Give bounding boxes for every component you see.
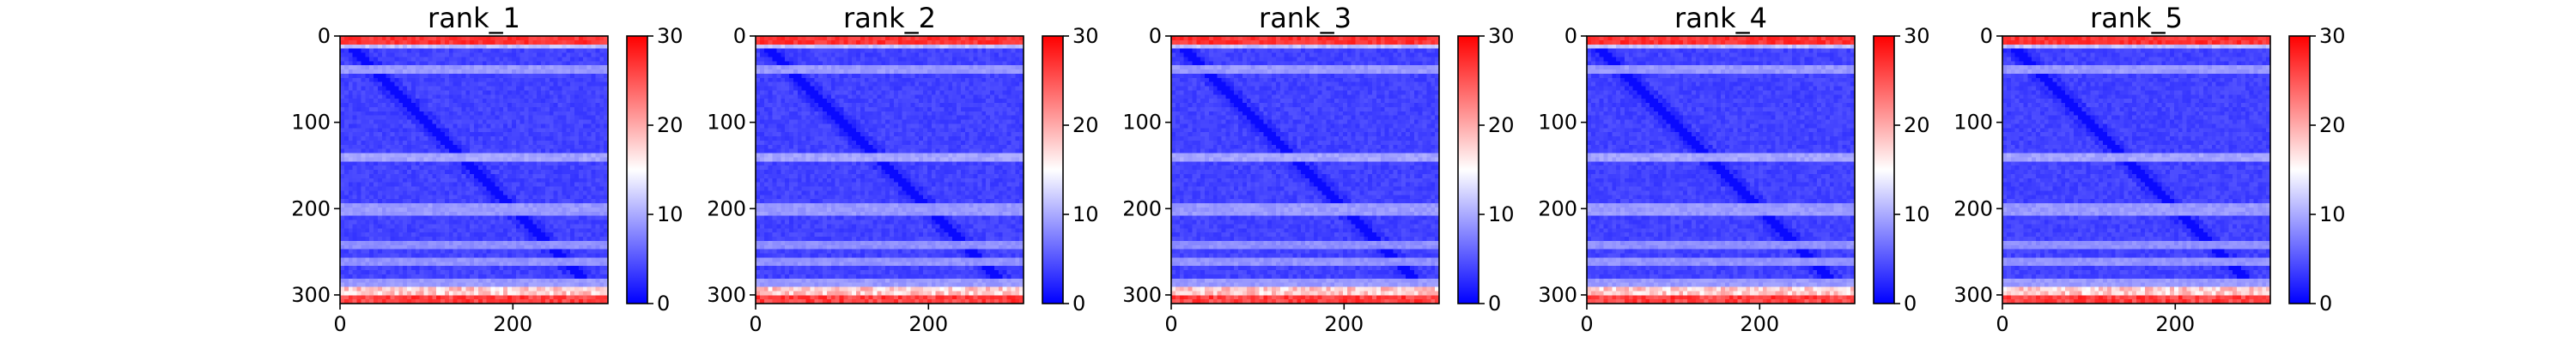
x-tick-label: 0 bbox=[1164, 312, 1177, 336]
y-tick-label: 0 bbox=[733, 24, 746, 48]
colorbar-tick-label: 0 bbox=[1488, 292, 1501, 316]
x-tick-label: 0 bbox=[749, 312, 762, 336]
x-tick-label: 0 bbox=[333, 312, 346, 336]
colorbar-tick-label: 30 bbox=[1488, 24, 1515, 48]
colorbar-tick-label: 10 bbox=[1488, 202, 1515, 226]
colorbar bbox=[1042, 36, 1063, 304]
y-tick-label: 200 bbox=[1953, 196, 1993, 220]
colorbar-tick-label: 20 bbox=[1488, 113, 1515, 137]
heatmap-image bbox=[340, 36, 608, 304]
colorbar-tick-label: 10 bbox=[2319, 202, 2346, 226]
y-tick-label: 300 bbox=[707, 283, 746, 307]
colorbar-tick-label: 10 bbox=[1072, 202, 1099, 226]
colorbar-tick-label: 30 bbox=[1072, 24, 1099, 48]
colorbar-tick-label: 20 bbox=[1904, 113, 1930, 137]
colorbar-tick-label: 10 bbox=[1904, 202, 1930, 226]
panel-title: rank_1 bbox=[428, 2, 520, 34]
panel-title: rank_5 bbox=[2090, 2, 2183, 34]
colorbar bbox=[627, 36, 647, 304]
x-tick-label: 200 bbox=[1740, 312, 1779, 336]
colorbar-tick-label: 20 bbox=[657, 113, 683, 137]
colorbar-tick-label: 30 bbox=[1904, 24, 1930, 48]
y-tick-label: 0 bbox=[1564, 24, 1577, 48]
x-tick-label: 200 bbox=[908, 312, 948, 336]
plot-frame bbox=[2002, 35, 2271, 304]
plot-frame bbox=[755, 35, 1024, 304]
panel-title: rank_3 bbox=[1259, 2, 1352, 34]
y-tick-label: 100 bbox=[1538, 111, 1577, 135]
plot-frame bbox=[339, 35, 609, 304]
heatmap-image bbox=[1171, 36, 1439, 304]
colorbar-tick-label: 0 bbox=[1904, 292, 1917, 316]
plot-frame bbox=[1170, 35, 1440, 304]
colorbar-frame bbox=[1873, 35, 1895, 304]
colorbar-tick-label: 20 bbox=[1072, 113, 1099, 137]
y-tick-label: 300 bbox=[1953, 283, 1993, 307]
x-tick-label: 200 bbox=[493, 312, 532, 336]
colorbar-frame bbox=[2288, 35, 2311, 304]
panel-title: rank_2 bbox=[843, 2, 936, 34]
colorbar-tick-label: 10 bbox=[657, 202, 683, 226]
x-tick-label: 200 bbox=[2155, 312, 2195, 336]
y-tick-label: 0 bbox=[1980, 24, 1993, 48]
x-tick-label: 200 bbox=[1324, 312, 1364, 336]
y-tick-label: 100 bbox=[1953, 111, 1993, 135]
y-tick-label: 200 bbox=[707, 196, 746, 220]
y-tick-label: 200 bbox=[1538, 196, 1577, 220]
colorbar-frame bbox=[1457, 35, 1479, 304]
y-tick-label: 0 bbox=[1149, 24, 1162, 48]
colorbar-tick-label: 30 bbox=[2319, 24, 2346, 48]
y-tick-label: 200 bbox=[291, 196, 331, 220]
y-tick-label: 300 bbox=[1122, 283, 1162, 307]
y-tick-label: 0 bbox=[318, 24, 331, 48]
panel-title: rank_4 bbox=[1674, 2, 1767, 34]
colorbar-frame bbox=[626, 35, 648, 304]
colorbar bbox=[2289, 36, 2310, 304]
heatmap-image bbox=[1587, 36, 1855, 304]
y-tick-label: 200 bbox=[1122, 196, 1162, 220]
colorbar-tick-label: 0 bbox=[1072, 292, 1085, 316]
colorbar bbox=[1458, 36, 1479, 304]
heatmap-image bbox=[2002, 36, 2270, 304]
plot-frame bbox=[1586, 35, 1856, 304]
colorbar-tick-label: 20 bbox=[2319, 113, 2346, 137]
y-tick-label: 100 bbox=[707, 111, 746, 135]
y-tick-label: 100 bbox=[291, 111, 331, 135]
y-tick-label: 300 bbox=[291, 283, 331, 307]
colorbar-tick-label: 0 bbox=[2319, 292, 2332, 316]
colorbar bbox=[1874, 36, 1894, 304]
colorbar-frame bbox=[1042, 35, 1064, 304]
colorbar-tick-label: 30 bbox=[657, 24, 683, 48]
y-tick-label: 100 bbox=[1122, 111, 1162, 135]
x-tick-label: 0 bbox=[1996, 312, 2008, 336]
colorbar-tick-label: 0 bbox=[657, 292, 670, 316]
x-tick-label: 0 bbox=[1580, 312, 1593, 336]
y-tick-label: 300 bbox=[1538, 283, 1577, 307]
heatmap-image bbox=[756, 36, 1024, 304]
